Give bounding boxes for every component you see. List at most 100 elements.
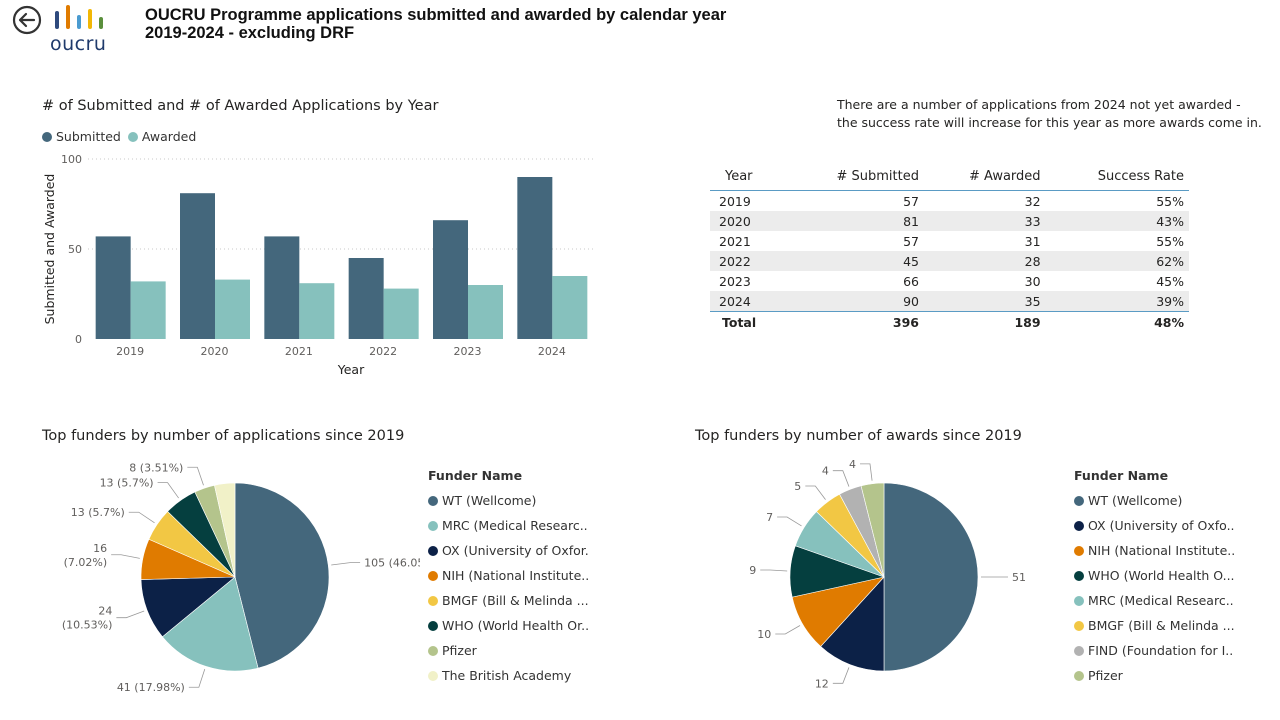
logo-bars-icon (55, 5, 103, 29)
legend-item[interactable]: OX (University of Oxfo... (1074, 513, 1234, 538)
legend-label: The British Academy (442, 668, 572, 683)
col-header-submitted[interactable]: # Submitted (786, 162, 924, 191)
bar-submitted-2021[interactable] (264, 236, 300, 339)
table-row[interactable]: 2022 45 28 62% (710, 251, 1189, 271)
pie-leader-line (805, 485, 826, 500)
pie-data-label: 8 (3.51%) (129, 461, 183, 474)
page-title-line2: 2019-2024 - excluding DRF (145, 24, 355, 42)
bar-chart-title: # of Submitted and # of Awarded Applicat… (42, 98, 439, 114)
x-tick-label: 2020 (201, 345, 229, 358)
table-row[interactable]: 2024 90 35 39% (710, 291, 1189, 312)
pie-data-label: 105 (46.05%) (364, 557, 420, 570)
page-title: OUCRU Programme applications submitted a… (145, 6, 726, 42)
legend-dot (428, 545, 438, 556)
legend-item[interactable]: OX (University of Oxfor... (428, 538, 588, 563)
bar-awarded-2023[interactable] (468, 285, 503, 339)
table-row[interactable]: 2021 57 31 55% (710, 231, 1189, 251)
bar-awarded-2019[interactable] (130, 281, 166, 339)
bar-submitted-2020[interactable] (180, 193, 215, 339)
pie-leader-line (777, 516, 802, 527)
pie-slice-1[interactable] (820, 576, 885, 672)
legend-item[interactable]: MRC (Medical Researc... (1074, 588, 1234, 613)
col-header-year[interactable]: Year (710, 162, 787, 191)
pie-slice-1[interactable] (162, 576, 259, 672)
bar-awarded-2020[interactable] (215, 279, 250, 339)
legend-dot (428, 520, 438, 531)
note-text: There are a number of applications from … (837, 96, 1262, 132)
bar-submitted-2022[interactable] (348, 258, 384, 339)
legend-label: Pfizer (442, 643, 477, 658)
table-cell: 35 (923, 291, 1046, 312)
legend-dot-submitted (42, 131, 52, 142)
legend-item-awarded[interactable]: Awarded (127, 129, 196, 144)
pie-leader-line (188, 669, 206, 688)
table-cell: 55% (1045, 231, 1189, 251)
legend-item[interactable]: FIND (Foundation for I... (1074, 638, 1234, 663)
col-header-success-rate[interactable]: Success Rate (1045, 162, 1189, 191)
pie-leader-line (128, 511, 155, 524)
legend-item[interactable]: BMGF (Bill & Melinda ... (1074, 613, 1234, 638)
legend-item-submitted[interactable]: Submitted (42, 129, 121, 144)
pie-data-label: 13 (5.7%) (100, 477, 154, 490)
legend-dot (428, 495, 438, 506)
legend-label: OX (University of Oxfo... (1088, 518, 1234, 533)
legend-item[interactable]: WHO (World Health O... (1074, 563, 1234, 588)
pie-leader-line (832, 667, 850, 684)
table-cell: 2024 (710, 291, 787, 312)
table-row[interactable]: 2020 81 33 43% (710, 211, 1189, 231)
legend-dot (1074, 620, 1084, 631)
bar-submitted-2023[interactable] (433, 220, 468, 339)
pie-slice-7[interactable] (860, 482, 885, 578)
x-tick-label: 2023 (454, 345, 482, 358)
back-arrow-icon[interactable] (12, 5, 42, 35)
legend-item[interactable]: WT (Wellcome) (428, 488, 588, 513)
legend-label: MRC (Medical Researc... (1088, 593, 1234, 608)
table-cell: 45% (1045, 271, 1189, 291)
legend-dot-awarded (127, 131, 138, 142)
bar-submitted-2024[interactable] (517, 177, 553, 339)
pie-leader-line (116, 610, 145, 619)
table-cell: 57 (786, 190, 924, 211)
pie-data-label: 12 (815, 677, 829, 690)
logo-bar (55, 11, 59, 29)
pie-slice-7[interactable] (214, 482, 236, 578)
table-cell: 31 (923, 231, 1046, 251)
bar-submitted-2019[interactable] (95, 236, 131, 339)
legend-dot (428, 645, 438, 656)
table-total-cell: 48% (1045, 311, 1189, 332)
legend-item[interactable]: WHO (World Health Or... (428, 613, 588, 638)
table-cell: 2022 (710, 251, 787, 271)
y-tick-label: 100 (61, 153, 82, 166)
legend-item[interactable]: NIH (National Institute... (1074, 538, 1234, 563)
pie-slice-0[interactable] (883, 482, 979, 672)
pie-leader-line (832, 470, 850, 487)
table-row[interactable]: 2019 57 32 55% (710, 190, 1189, 211)
summary-table: Year # Submitted # Awarded Success Rate … (710, 162, 1189, 332)
x-tick-label: 2022 (369, 345, 397, 358)
bar-awarded-2021[interactable] (299, 283, 335, 339)
pie-slice-0[interactable] (234, 482, 330, 669)
legend-item[interactable]: Pfizer (428, 638, 588, 663)
legend-dot (428, 670, 438, 681)
pie-data-label: 4 (849, 458, 856, 471)
logo-bar (66, 5, 70, 29)
x-tick-label: 2019 (116, 345, 144, 358)
col-header-awarded[interactable]: # Awarded (923, 162, 1046, 191)
legend-item[interactable]: NIH (National Institute... (428, 563, 588, 588)
page-title-line1: OUCRU Programme applications submitted a… (145, 6, 727, 24)
legend-label: BMGF (Bill & Melinda ... (442, 593, 588, 608)
legend-item[interactable]: BMGF (Bill & Melinda ... (428, 588, 588, 613)
bar-awarded-2024[interactable] (552, 276, 588, 339)
pie-leader-line (111, 554, 140, 559)
bar-awarded-2022[interactable] (383, 288, 419, 339)
legend-item[interactable]: MRC (Medical Researc... (428, 513, 588, 538)
legend-item[interactable]: WT (Wellcome) (1074, 488, 1234, 513)
awards-pie-title: Top funders by number of awards since 20… (695, 428, 1022, 444)
table-row[interactable]: 2023 66 30 45% (710, 271, 1189, 291)
legend-item[interactable]: Pfizer (1074, 663, 1234, 688)
legend-item[interactable]: The British Academy (428, 663, 588, 688)
applications-pie-chart: 105 (46.05%) 41 (17.98%) 24(10.53%) 16(7.02… (62, 461, 420, 694)
legend-label: NIH (National Institute... (442, 568, 588, 583)
table-cell: 45 (786, 251, 924, 271)
table-cell: 55% (1045, 190, 1189, 211)
